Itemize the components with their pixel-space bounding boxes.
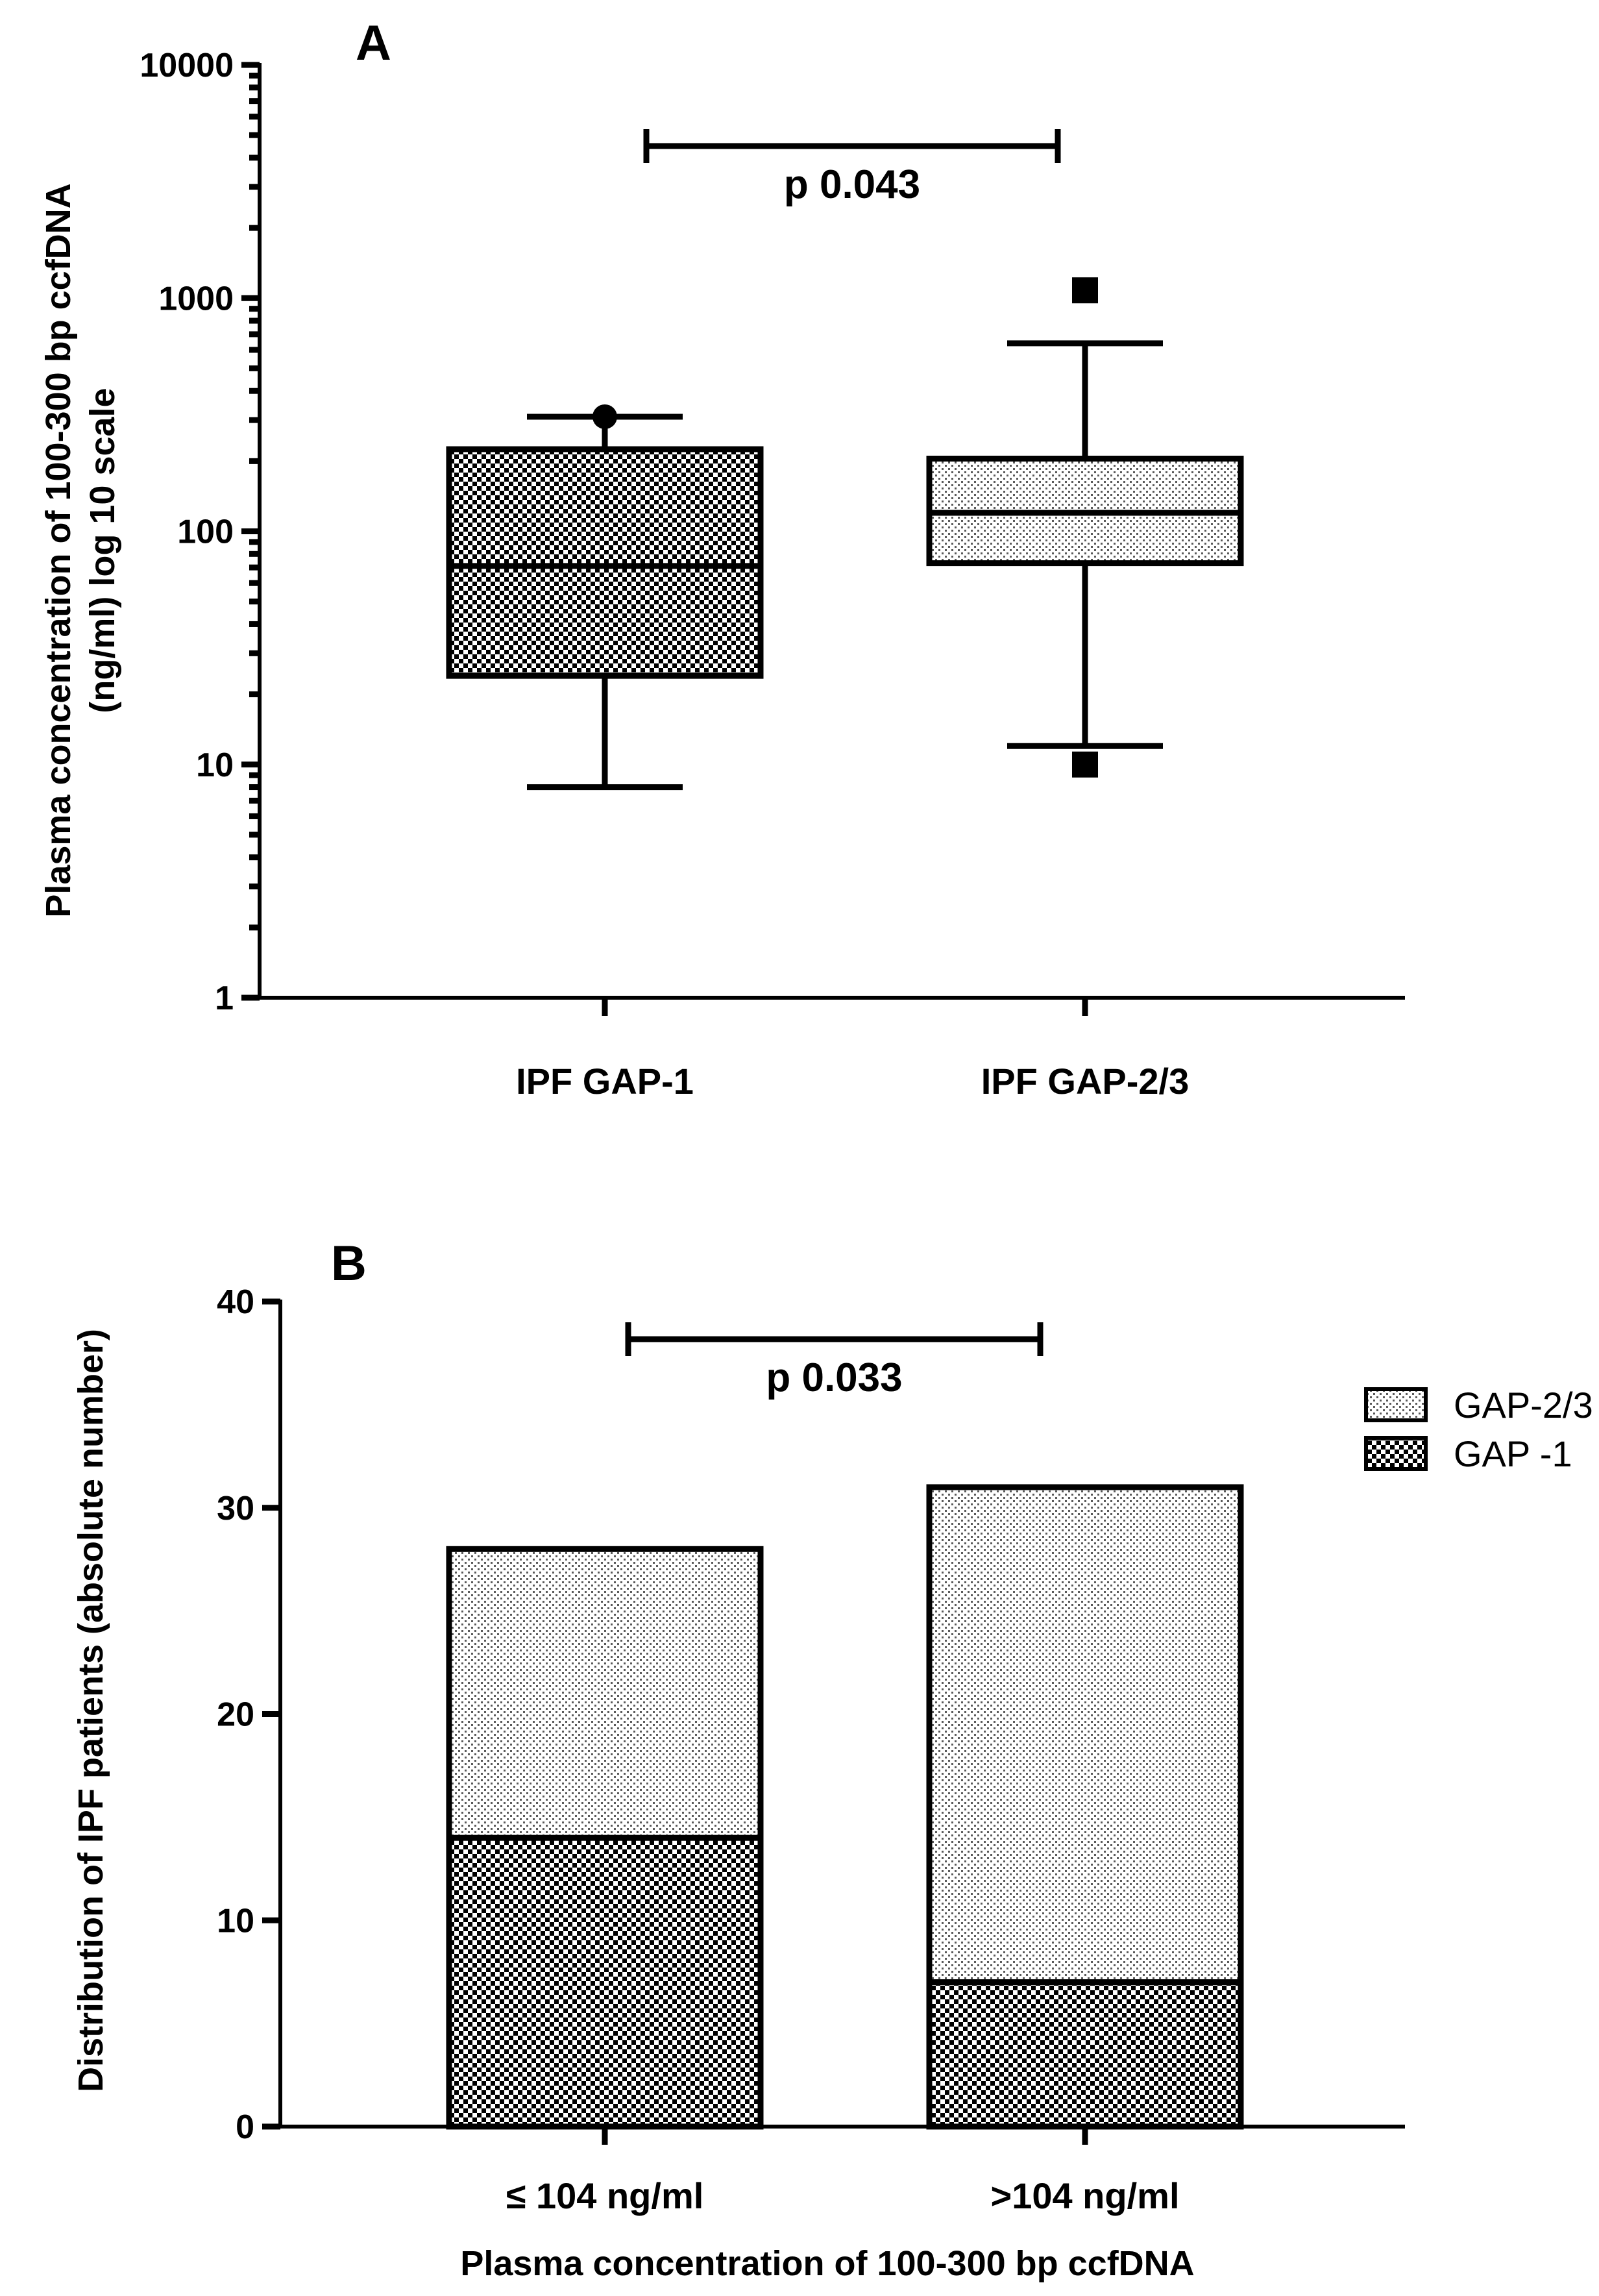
outlier-point [1072,277,1098,304]
bar-segment-gap-2-3 [446,1546,764,1841]
panel-b-y-tick-label: 10 [217,1902,254,1940]
panel-b-y-axis-title: Distribution of IPF patients (absolute n… [71,1329,110,2092]
legend: GAP-2/3 GAP -1 [1364,1385,1593,1474]
legend-swatch [1364,1387,1428,1422]
panel-b-x-tick-label: ≤ 104 ng/ml [506,2175,704,2216]
iqr-box [446,446,764,679]
outlier-point [1072,751,1098,778]
panel-a-x-tick-label: IPF GAP-2/3 [981,1061,1190,1102]
legend-swatch [1364,1436,1428,1471]
panel-b-bars [446,1484,1244,2130]
panel-b-x-ticks: ≤ 104 ng/ml >104 ng/ml [506,2127,1180,2216]
outlier-point [592,404,617,429]
legend-label: GAP-2/3 [1454,1385,1593,1426]
legend-label: GAP -1 [1454,1433,1572,1474]
panel-b-x-axis-title: Plasma concentration of 100-300 bp ccfDN… [460,2244,1194,2283]
panel-a-y-axis-title-line1: Plasma concentration of 100-300 bp ccfDN… [39,183,78,917]
panel-b: B Distribution of IPF patients (absolute… [71,1236,1593,2283]
panel-a-y-tick-label: 100 [177,513,234,551]
panel-b-y-tick-label: 0 [236,2108,254,2146]
panel-a-x-ticks: IPF GAP-1 IPF GAP-2/3 [516,998,1189,1102]
panel-b-y-tick-label: 20 [217,1696,254,1734]
box-plot-1 [446,404,764,791]
panel-b-x-tick-label: >104 ng/ml [990,2175,1179,2216]
panel-a: A Plasma concentration of 100-300 bp ccf… [39,16,1405,1102]
panel-a-y-axis-title-line2: (ng/ml) log 10 scale [83,388,122,713]
panel-b-y-tick-label: 30 [217,1490,254,1527]
panel-a-p-value: p 0.043 [784,162,920,207]
panel-a-y-tick-label: 1000 [158,280,234,317]
panel-a-y-tick-label: 1 [215,980,234,1017]
panel-a-y-tick-label: 10 [196,747,234,784]
panel-a-y-tick-label: 10000 [140,47,234,84]
panel-a-boxes [446,277,1244,791]
box-plot-2 [926,277,1244,778]
panel-a-x-tick-label: IPF GAP-1 [516,1061,694,1102]
panel-b-y-tick-label: 40 [217,1283,254,1321]
panel-b-letter: B [331,1236,367,1291]
panel-b-significance-bracket [625,1322,1044,1356]
panel-a-y-ticks: 1 10 100 1000 10000 [140,47,260,1017]
bar-segment-gap-1 [446,1834,764,2130]
bar-segment-gap-1 [926,1979,1244,2130]
panel-b-p-value: p 0.033 [766,1355,902,1400]
bar-segment-gap-2-3 [926,1484,1244,1986]
panel-b-y-ticks: 0 10 20 30 40 [217,1283,280,2146]
panel-a-letter: A [356,16,391,71]
panel-a-significance-bracket [643,129,1061,163]
